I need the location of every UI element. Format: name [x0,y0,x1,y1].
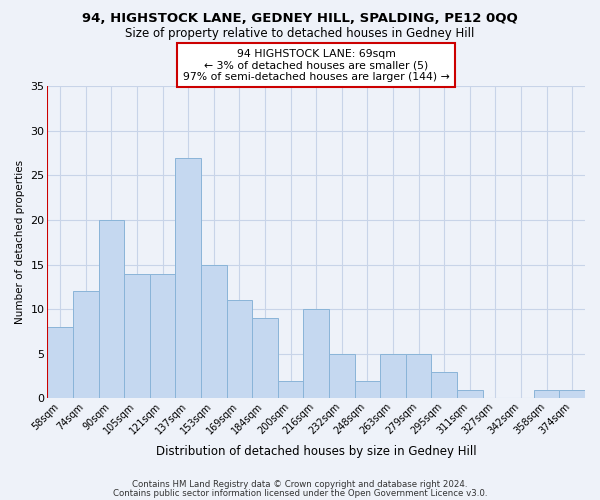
Bar [278,380,304,398]
Bar [534,390,559,398]
Bar [227,300,252,398]
X-axis label: Distribution of detached houses by size in Gedney Hill: Distribution of detached houses by size … [156,444,476,458]
Bar [98,220,124,398]
Bar [150,274,175,398]
Text: Size of property relative to detached houses in Gedney Hill: Size of property relative to detached ho… [125,28,475,40]
Bar [355,380,380,398]
Bar [124,274,150,398]
Bar [47,327,73,398]
Bar [559,390,585,398]
Text: 94, HIGHSTOCK LANE, GEDNEY HILL, SPALDING, PE12 0QQ: 94, HIGHSTOCK LANE, GEDNEY HILL, SPALDIN… [82,12,518,26]
Bar [304,310,329,398]
Bar [431,372,457,398]
Bar [457,390,482,398]
Bar [201,264,227,398]
Bar [329,354,355,399]
Bar [175,158,201,398]
Y-axis label: Number of detached properties: Number of detached properties [15,160,25,324]
Bar [406,354,431,399]
Text: Contains public sector information licensed under the Open Government Licence v3: Contains public sector information licen… [113,489,487,498]
Bar [73,292,98,399]
Text: 94 HIGHSTOCK LANE: 69sqm
← 3% of detached houses are smaller (5)
97% of semi-det: 94 HIGHSTOCK LANE: 69sqm ← 3% of detache… [183,48,449,82]
Text: Contains HM Land Registry data © Crown copyright and database right 2024.: Contains HM Land Registry data © Crown c… [132,480,468,489]
Bar [252,318,278,398]
Bar [380,354,406,399]
